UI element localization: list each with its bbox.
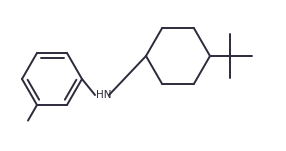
Text: HN: HN [96,90,112,100]
